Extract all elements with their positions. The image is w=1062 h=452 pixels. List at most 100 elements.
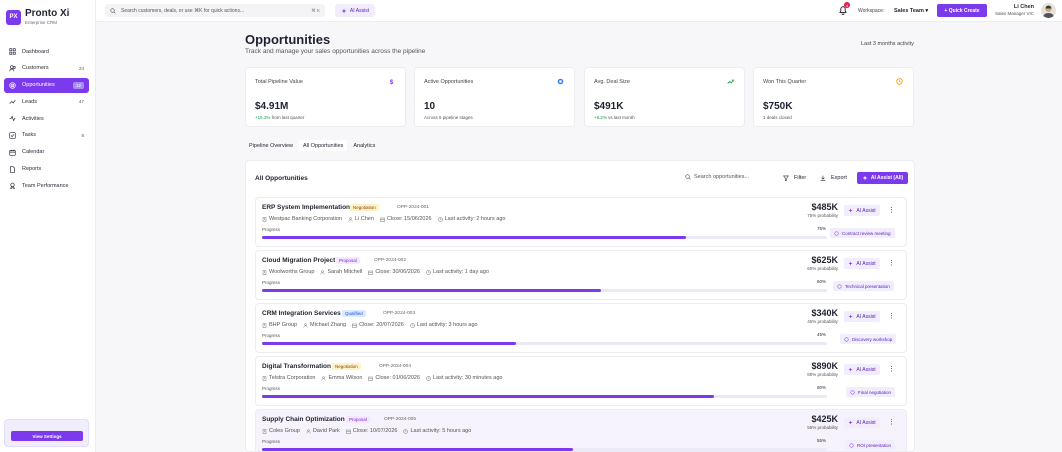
target-icon [9, 81, 16, 89]
owner: Sarah Mitchell [320, 269, 362, 275]
sidebar-item-reports[interactable]: Reports [4, 162, 89, 177]
page-title: Opportunities [245, 32, 331, 47]
more-vertical-icon[interactable]: ⋮ [888, 207, 895, 214]
more-vertical-icon[interactable]: ⋮ [888, 260, 895, 267]
target-icon [844, 336, 849, 342]
date-range-select[interactable]: Last 3 months activity [861, 41, 914, 47]
sidebar-item-label: Customers [22, 65, 49, 72]
next-step-chip[interactable]: Discovery workshop [840, 334, 897, 344]
workspace-select[interactable]: Sales Team ▾ [894, 8, 928, 14]
close-date: Close: 20/07/2026 [352, 322, 404, 328]
sidebar-item-label: Team Performance [22, 182, 69, 189]
search-placeholder: Search customers, deals, or use ⌘K for q… [121, 7, 245, 14]
opportunity-title[interactable]: Supply Chain Optimization [262, 416, 345, 423]
row-ai-assist-button[interactable]: AI Assist [844, 205, 880, 216]
filter-button[interactable]: Filter [783, 172, 806, 184]
row-ai-assist-label: AI Assist [856, 419, 876, 426]
progress-percent: 75% [816, 226, 826, 231]
row-ai-assist-label: AI Assist [856, 260, 876, 267]
opportunity-search-placeholder: Search opportunities... [694, 174, 750, 180]
global-search-input[interactable]: Search customers, deals, or use ⌘K for q… [105, 4, 325, 17]
row-ai-assist-button[interactable]: AI Assist [844, 311, 880, 322]
deal-probability: 75% probability [807, 213, 838, 218]
quick-create-button[interactable]: + Quick Create [937, 4, 987, 17]
workspace-label: Workspace: [858, 8, 885, 14]
sidebar-item-dashboard[interactable]: Dashboard [4, 44, 89, 59]
more-vertical-icon[interactable]: ⋮ [888, 419, 895, 426]
opportunity-row[interactable]: ERP System Implementation Negotiation OPP-… [255, 197, 907, 247]
ai-assist-button[interactable]: AI Assist [335, 4, 375, 17]
opportunity-meta: BHP Group Michael Zhang Close: 20/07/2026 L… [262, 322, 478, 328]
deal-amount: $340K [811, 308, 838, 318]
avatar[interactable] [1041, 3, 1056, 18]
file-icon [9, 165, 16, 173]
opportunity-row[interactable]: Digital Transformation Negotiation OPP-202… [255, 356, 907, 406]
tab-analytics[interactable]: Analytics [353, 142, 376, 149]
opportunity-search-input[interactable]: Search opportunities... [685, 174, 749, 180]
bell-icon[interactable] [838, 5, 848, 15]
next-step-chip[interactable]: ROI presentation [845, 440, 896, 450]
deal-amount: $890K [811, 361, 838, 371]
trend-up-icon [727, 79, 734, 84]
clock-icon [437, 216, 443, 222]
company: BHP Group [262, 322, 297, 328]
opportunity-title[interactable]: CRM Integration Services [262, 310, 341, 317]
clock-icon [426, 375, 431, 381]
row-ai-assist-button[interactable]: AI Assist [844, 364, 880, 375]
brand-name: Pronto Xi [25, 8, 70, 19]
opportunity-title[interactable]: Digital Transformation [262, 363, 331, 370]
opportunity-row[interactable]: Supply Chain Optimization Proposal OPP-202… [255, 409, 907, 451]
row-ai-assist-button[interactable]: AI Assist [844, 417, 880, 428]
opportunity-meta: Telstra Corporation Emma Wilson Close: 01/… [262, 375, 502, 381]
next-step-chip[interactable]: Contract review meeting [830, 228, 895, 238]
next-step-chip[interactable]: Technical presentation [833, 281, 894, 291]
sidebar-item-leads[interactable]: Leads 47 [4, 94, 89, 109]
close-date: Close: 15/06/2026 [380, 216, 432, 222]
owner: Emma Wilson [321, 375, 362, 381]
opportunity-row[interactable]: Cloud Migration Project Proposal OPP-2024-… [255, 250, 907, 300]
next-step-chip[interactable]: Final negotiation [846, 387, 896, 397]
sidebar-item-calendar[interactable]: Calendar [4, 145, 89, 160]
award-icon [9, 182, 16, 190]
panel-title: All Opportunities [255, 175, 308, 182]
sidebar-item-label: Dashboard [22, 48, 49, 55]
search-icon [685, 174, 691, 180]
more-vertical-icon[interactable]: ⋮ [888, 366, 895, 373]
sparkle-icon [862, 175, 868, 181]
stat-note: +15.3% from last quarter [255, 115, 304, 120]
view-tabs: Pipeline Overview All Opportunities Anal… [245, 140, 379, 151]
tab-pipeline-overview[interactable]: Pipeline Overview [249, 142, 294, 149]
progress-bar [262, 448, 827, 451]
stage-badge: Negotiation [332, 363, 361, 370]
topbar: Search customers, deals, or use ⌘K for q… [96, 0, 1062, 22]
more-vertical-icon[interactable]: ⋮ [888, 313, 895, 320]
sparkle-icon [848, 261, 853, 266]
opportunity-title[interactable]: Cloud Migration Project [262, 257, 336, 264]
sidebar-item-count: 47 [78, 99, 84, 105]
opportunity-title[interactable]: ERP System Implementation [262, 204, 351, 211]
view-settings-button[interactable]: View Settings [11, 431, 83, 441]
next-step-label: ROI presentation [857, 442, 892, 448]
sidebar-item-team-performance[interactable]: Team Performance [4, 178, 89, 193]
stat-card-pipeline-value: Total Pipeline Value $ $4.91M +15.3% fro… [245, 67, 406, 127]
sidebar-item-count: 24 [78, 65, 84, 71]
calendar-icon [368, 270, 374, 275]
row-ai-assist-label: AI Assist [856, 207, 876, 214]
brand[interactable]: PX Pronto Xi Enterprise CRM [6, 9, 69, 25]
sparkle-icon [341, 8, 347, 13]
sidebar-item-activities[interactable]: Activities [4, 111, 89, 126]
stat-value: 10 [424, 101, 436, 112]
sidebar-item-tasks[interactable]: Tasks 8 [4, 128, 89, 143]
sidebar-item-customers[interactable]: Customers 24 [4, 61, 89, 76]
deal-probability: 45% probability [807, 319, 838, 324]
row-ai-assist-button[interactable]: AI Assist [844, 258, 880, 269]
owner-name: Li Chen [354, 216, 374, 222]
sidebar-item-opportunities[interactable]: Opportunities 12 [4, 77, 89, 93]
ai-assist-all-button[interactable]: AI Assist (All) [857, 172, 908, 184]
close-date-text: Close: 15/06/2026 [386, 216, 432, 222]
stat-card-won-quarter: Won This Quarter $750K 1 deals closed [753, 67, 914, 127]
opportunity-row[interactable]: CRM Integration Services Qualified OPP-202… [255, 303, 907, 353]
stat-card-avg-deal-size: Avg. Deal Size $491K +8.2% vs last month [584, 67, 745, 127]
tab-all-opportunities[interactable]: All Opportunities [299, 140, 348, 151]
export-button[interactable]: Export [820, 172, 847, 184]
